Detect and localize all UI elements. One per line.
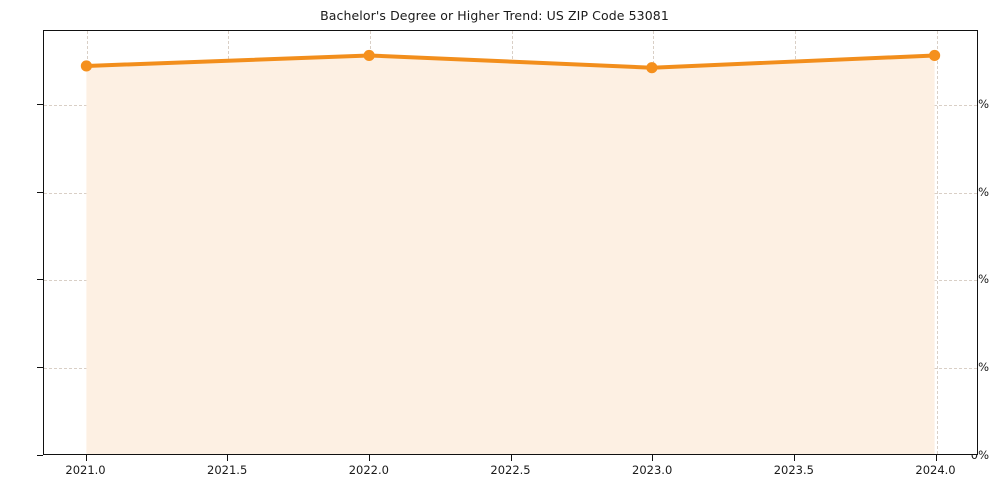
x-tick-mark-6 [935, 455, 937, 461]
x-tick-mark-1 [227, 455, 229, 461]
x-tick-label-6: 2024.0 [915, 463, 956, 477]
plot-area [43, 30, 978, 455]
x-tick-mark-2 [368, 455, 370, 461]
plot-inner [44, 31, 977, 454]
series-line-chart [80, 49, 941, 454]
y-tick-mark-4 [37, 103, 43, 105]
x-tick-label-3: 2022.5 [490, 463, 531, 477]
series-line [84, 53, 937, 70]
x-tick-label-0: 2021.0 [65, 463, 106, 477]
chart-title: Bachelor's Degree or Higher Trend: US ZI… [320, 8, 669, 23]
y-tick-mark-2 [37, 279, 43, 281]
data-point-2024 [929, 49, 941, 62]
gridline-vertical-6 [936, 31, 938, 454]
series-area-fill [86, 55, 935, 454]
y-tick-mark-0 [37, 455, 43, 456]
data-point-2023 [646, 62, 658, 74]
data-point-2022 [363, 49, 375, 62]
x-tick-mark-0 [85, 455, 87, 461]
x-tick-mark-4 [652, 455, 654, 461]
y-tick-mark-3 [37, 191, 43, 193]
y-tick-mark-1 [37, 367, 43, 369]
x-tick-label-4: 2023.0 [632, 463, 673, 477]
x-tick-label-1: 2021.5 [207, 463, 248, 477]
x-tick-label-2: 2022.0 [348, 463, 389, 477]
x-tick-mark-3 [510, 455, 512, 461]
x-tick-mark-5 [793, 455, 795, 461]
data-point-2021 [80, 60, 92, 72]
series-markers [80, 49, 941, 74]
x-tick-label-5: 2023.5 [773, 463, 814, 477]
